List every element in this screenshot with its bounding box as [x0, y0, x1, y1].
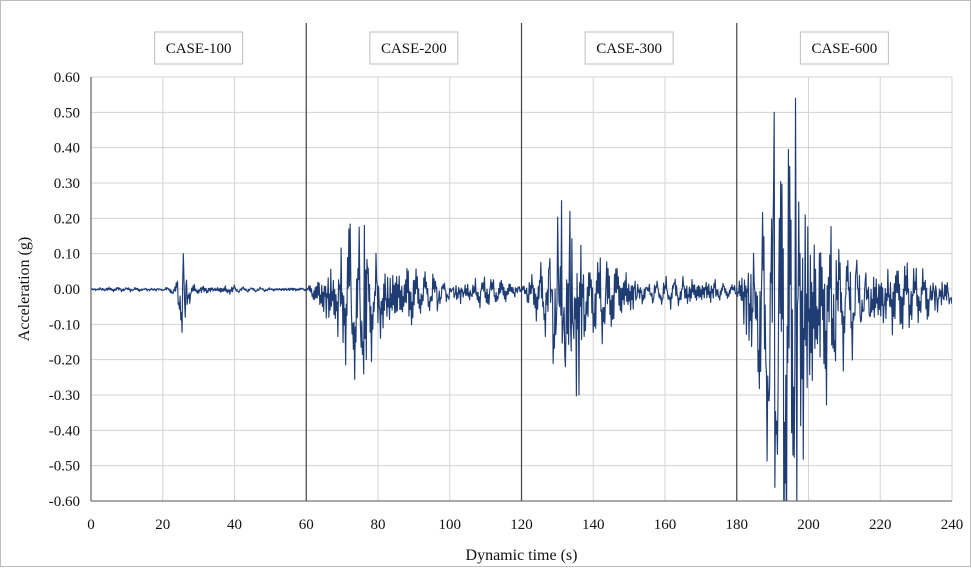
x-tick-label-5: 100: [439, 517, 462, 533]
case-label-1: CASE-200: [381, 41, 447, 57]
acceleration-series-2: [522, 201, 737, 396]
y-tick-label-3: 0.30: [54, 176, 80, 192]
y-tick-label-5: 0.10: [54, 247, 80, 263]
y-tick-label-4: 0.20: [54, 211, 80, 227]
x-tick-label-9: 180: [726, 517, 749, 533]
y-tick-label-6: 0.00: [54, 282, 80, 298]
x-tick-label-11: 220: [869, 517, 892, 533]
y-axis-label: Acceleration (g): [16, 237, 33, 341]
y-tick-label-8: -0.20: [49, 353, 80, 369]
y-tick-label-9: -0.30: [49, 388, 80, 404]
y-tick-label-12: -0.60: [49, 494, 80, 510]
case-label-0: CASE-100: [166, 41, 232, 57]
x-tick-label-3: 60: [299, 517, 314, 533]
x-axis-label: Dynamic time (s): [466, 547, 578, 564]
acceleration-series-0: [91, 254, 306, 333]
case-label-2: CASE-300: [596, 41, 662, 57]
acceleration-series-3: [737, 98, 952, 568]
y-tick-label-1: 0.50: [54, 105, 80, 121]
x-tick-label-8: 160: [654, 517, 677, 533]
y-tick-label-10: -0.40: [49, 423, 80, 439]
case-label-3: CASE-600: [811, 41, 877, 57]
acceleration-series-1: [306, 224, 521, 379]
y-tick-label-0: 0.60: [54, 70, 80, 86]
y-tick-label-11: -0.50: [49, 459, 80, 475]
x-tick-label-10: 200: [797, 517, 820, 533]
x-tick-label-7: 140: [582, 517, 605, 533]
x-tick-label-0: 0: [87, 517, 95, 533]
y-tick-label-7: -0.10: [49, 317, 80, 333]
x-tick-label-12: 240: [941, 517, 964, 533]
x-tick-label-6: 120: [510, 517, 533, 533]
x-tick-label-2: 40: [227, 517, 242, 533]
x-tick-label-4: 80: [371, 517, 386, 533]
y-tick-label-2: 0.40: [54, 141, 80, 157]
x-tick-label-1: 20: [155, 517, 170, 533]
